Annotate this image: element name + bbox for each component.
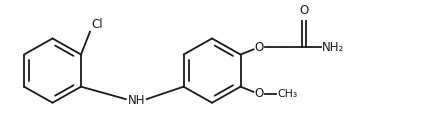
Text: NH: NH (128, 94, 145, 107)
Text: CH₃: CH₃ (277, 89, 298, 99)
Text: O: O (254, 87, 264, 100)
Text: NH₂: NH₂ (322, 41, 344, 54)
Text: O: O (254, 41, 264, 54)
Text: O: O (299, 4, 308, 17)
Text: Cl: Cl (91, 18, 103, 31)
